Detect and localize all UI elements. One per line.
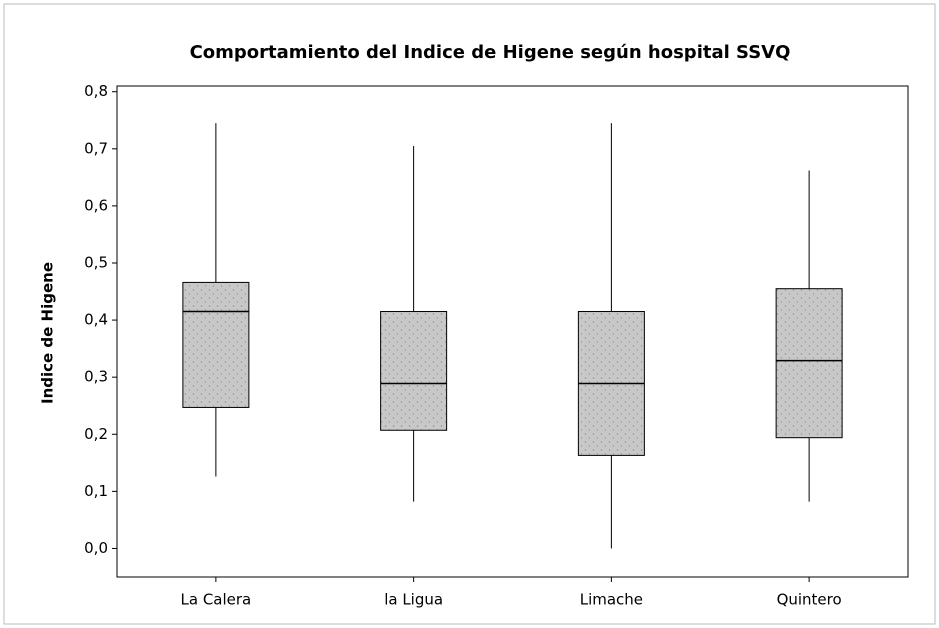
y-tick-label: 0,3 (84, 368, 108, 386)
x-tick-label: Quintero (777, 591, 842, 609)
y-tick-label: 0,7 (84, 139, 108, 157)
y-tick-label: 0,4 (84, 311, 108, 329)
y-tick-label: 0,6 (84, 196, 108, 214)
x-tick-label: La Calera (181, 591, 252, 609)
chart-title: Comportamiento del Indice de Higene segú… (190, 42, 791, 63)
y-tick-label: 0,5 (84, 253, 108, 271)
box (775, 288, 843, 439)
y-tick-label: 0,2 (84, 425, 108, 443)
x-tick-label: la Ligua (384, 591, 443, 609)
x-tick-label: Limache (580, 591, 643, 609)
outer-frame (3, 3, 936, 625)
plot-frame (116, 85, 909, 578)
box (182, 281, 250, 408)
y-tick-label: 0,1 (84, 482, 108, 500)
box (380, 311, 448, 431)
y-tick-label: 0,0 (84, 539, 108, 557)
y-axis-label: Indice de Higene (39, 262, 57, 404)
y-tick-label: 0,8 (84, 82, 108, 100)
